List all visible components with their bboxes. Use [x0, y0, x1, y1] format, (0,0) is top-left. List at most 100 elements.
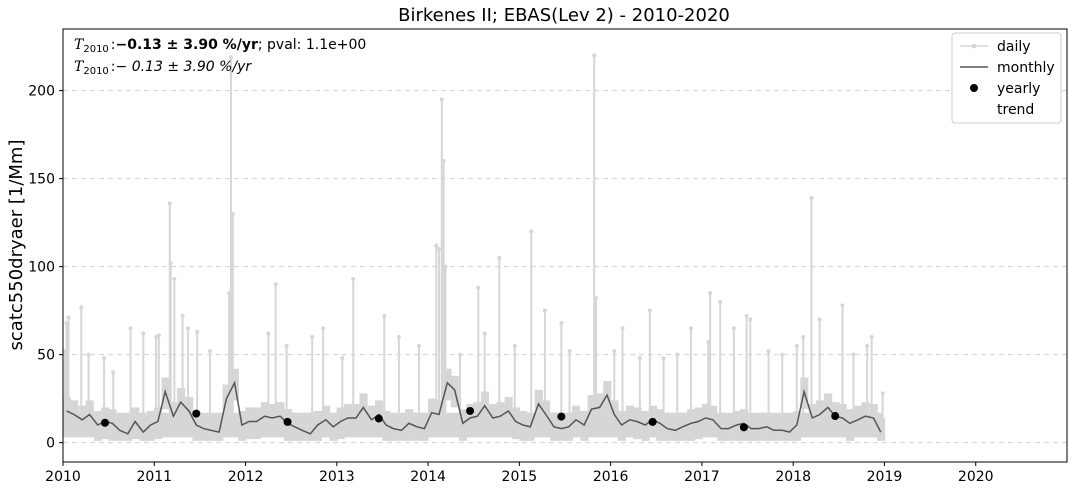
x-axis: 2010 2011 2012 2013 2014 2015 2016 2017 2018 2019… — [45, 462, 994, 485]
daily-month-spread — [154, 407, 163, 440]
daily-point — [439, 97, 444, 102]
daily-month-spread — [298, 416, 307, 441]
daily-month-spread — [359, 393, 368, 426]
daily-month-spread — [131, 407, 140, 440]
daily-point — [612, 349, 617, 354]
daily-month-spread — [808, 403, 817, 436]
daily-month-spread — [656, 409, 665, 441]
daily-month-spread — [754, 414, 763, 441]
daily-month-spread — [663, 414, 672, 441]
annotation-1-sep: : — [111, 37, 116, 53]
daily-point — [310, 335, 315, 340]
daily-point — [718, 299, 723, 304]
daily-point — [86, 352, 91, 357]
daily-point — [416, 343, 421, 348]
x-tick-label: 2020 — [958, 469, 994, 485]
daily-point — [128, 326, 133, 331]
daily-month-spread — [626, 405, 635, 438]
daily-month-spread — [108, 409, 117, 441]
legend-yearly-label: yearly — [997, 81, 1040, 97]
annotation-1-rest: ; pval: 1.1e+00 — [258, 37, 366, 53]
daily-series — [62, 53, 886, 441]
x-tick-label: 2016 — [593, 469, 629, 485]
daily-point — [780, 352, 785, 357]
daily-month-spread — [260, 402, 270, 434]
daily-point — [284, 343, 289, 348]
daily-point — [195, 329, 200, 334]
daily-point — [748, 317, 753, 322]
daily-point — [497, 255, 502, 260]
legend: daily monthly yearly trend — [951, 32, 1062, 124]
daily-point — [111, 370, 116, 375]
y-axis: 0 50 100 150 200 — [28, 84, 63, 452]
daily-month-spread — [845, 409, 855, 441]
daily-point — [443, 264, 448, 269]
daily-point — [437, 247, 442, 252]
daily-point — [476, 285, 481, 290]
daily-month-spread — [724, 414, 733, 441]
yearly-point — [648, 417, 657, 426]
daily-month-spread — [70, 400, 79, 433]
daily-point — [708, 291, 713, 296]
daily-month-spread — [854, 405, 863, 438]
daily-point — [340, 356, 345, 361]
annotation-2-sep: : — [111, 59, 116, 75]
daily-point — [230, 211, 235, 216]
legend-item-trend: trend — [997, 102, 1034, 118]
daily-month-spread — [427, 398, 437, 431]
plot-frame — [62, 28, 1068, 463]
x-tick-label: 2012 — [228, 469, 264, 485]
daily-point — [141, 331, 146, 336]
daily-month-spread — [793, 410, 802, 441]
daily-point — [266, 331, 271, 336]
daily-month-spread — [496, 402, 505, 434]
annotation-2-symbol: T — [74, 59, 85, 75]
legend-daily-label: daily — [997, 39, 1031, 55]
daily-point — [273, 282, 278, 287]
daily-point — [559, 320, 564, 325]
legend-monthly-label: monthly — [997, 60, 1055, 76]
daily-point — [441, 159, 446, 164]
annotation-2-sub: 2010 — [83, 66, 108, 77]
daily-point — [396, 335, 401, 340]
daily-point — [482, 331, 487, 336]
daily-point — [688, 326, 693, 331]
daily-month-spread — [633, 407, 642, 440]
y-tick-label: 150 — [28, 172, 55, 188]
daily-month-spread — [139, 417, 148, 441]
yearly-point — [739, 423, 748, 432]
daily-month-spread — [671, 416, 680, 441]
daily-point — [207, 349, 212, 354]
x-tick-label: 2013 — [319, 469, 355, 485]
daily-month-spread — [617, 410, 626, 441]
yearly-point — [557, 412, 566, 421]
daily-point — [156, 333, 161, 338]
yearly-series — [100, 406, 840, 432]
chart-title: Birkenes II; EBAS(Lev 2) - 2010-2020 — [398, 5, 730, 26]
daily-month-spread — [252, 407, 261, 440]
x-tick-label: 2019 — [867, 469, 903, 485]
daily-point — [592, 53, 597, 58]
yearly-point — [283, 417, 292, 426]
daily-month-spread — [701, 403, 710, 436]
daily-point — [661, 356, 666, 361]
daily-month-spread — [397, 416, 406, 441]
daily-month-spread — [207, 416, 216, 441]
daily-month-spread — [85, 400, 94, 433]
daily-month-spread — [124, 419, 133, 441]
yearly-point — [466, 406, 475, 415]
daily-month-spread — [687, 409, 696, 441]
daily-month-spread — [466, 403, 475, 436]
daily-month-spread — [519, 410, 528, 441]
daily-point — [228, 55, 233, 60]
daily-point — [865, 343, 870, 348]
daily-month-spread — [322, 405, 331, 438]
y-tick-label: 50 — [37, 348, 55, 364]
x-tick-label: 2017 — [684, 469, 720, 485]
daily-month-spread — [245, 407, 254, 440]
daily-month-spread — [587, 395, 596, 427]
daily-point — [801, 335, 806, 340]
x-tick-label: 2014 — [410, 469, 446, 485]
